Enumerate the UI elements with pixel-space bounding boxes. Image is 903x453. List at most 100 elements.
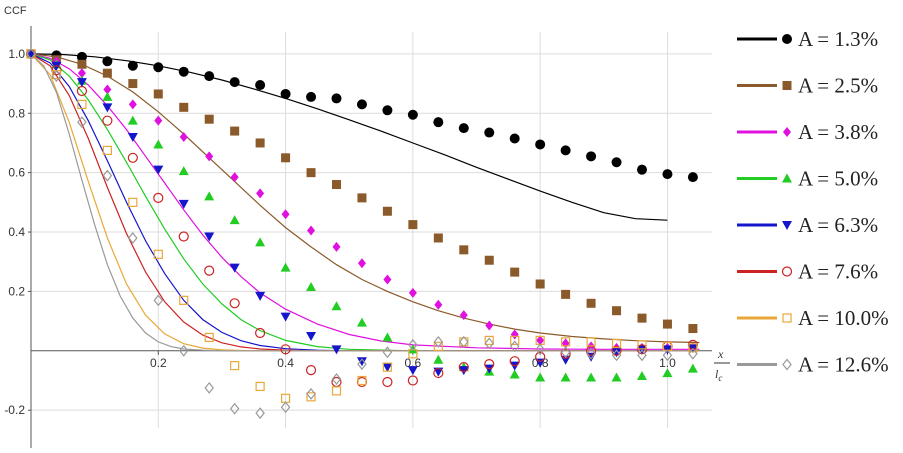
legend-marker [782,221,792,230]
grid-layer [31,32,712,428]
series-point-3 [103,84,112,95]
series-point-7 [586,337,596,347]
series-point-4 [509,369,520,379]
series-point-1 [535,139,546,150]
series-point-2 [586,298,596,308]
series-point-1 [484,127,495,138]
series-point-7 [255,381,265,392]
y-tick-label: 0.6 [8,166,25,180]
series-curve-4 [30,53,700,352]
series-point-7 [153,249,163,259]
points-layer [25,47,699,420]
series-point-8 [128,232,138,244]
series-curve-8 [30,53,700,352]
series-point-5 [178,199,189,209]
series-point-8 [586,347,596,360]
series-point-6 [382,376,393,388]
series-point-6 [611,345,622,356]
series-point-1 [76,51,87,62]
legend-label: A = 1.3% [798,27,878,51]
series-point-8 [306,387,316,400]
curves-layer [30,53,700,352]
series-point-8 [102,169,113,182]
series-point-8 [459,335,469,348]
series-point-6 [305,365,317,376]
series-point-8 [331,373,342,385]
series-point-6 [76,85,88,97]
y-axis-label: CCF [4,5,27,17]
series-point-5 [229,263,240,273]
x-axis-label-denominator: lc [715,367,722,383]
series-point-2 [357,193,367,203]
legend-item-4: A = 5.0% [737,167,878,191]
series-point-3 [205,151,214,162]
y-tick-label: -0.2 [4,403,25,417]
series-point-7 [204,332,214,343]
series-point-7 [331,386,342,396]
series-point-6 [204,265,215,276]
series-point-4 [306,281,317,291]
series-point-1 [407,109,418,120]
legend-item-1: A = 1.3% [737,27,878,51]
series-point-8 [611,349,622,362]
series-point-2 [433,233,443,243]
series-point-4 [433,354,444,364]
labels-layer: CCF x lc [4,5,730,383]
series-point-7 [611,338,622,348]
series-point-8 [535,343,545,356]
series-point-2 [306,168,316,178]
legend-marker [782,173,792,183]
series-point-1 [662,169,673,180]
series-point-2 [230,126,240,136]
series-point-2 [382,206,392,216]
series-point-5 [280,312,291,322]
series-point-2 [637,313,647,323]
series-point-6 [127,152,138,163]
series-point-5 [306,331,317,341]
series-point-3 [383,274,392,285]
series-point-1 [153,62,164,73]
series-point-6 [560,348,571,359]
legend-item-7: A = 10.0% [737,306,889,330]
series-point-8 [229,402,240,415]
series-point-3 [510,329,519,340]
series-point-1 [611,157,622,168]
series-point-4 [178,166,189,176]
series-point-4 [255,237,266,247]
series-point-5 [153,165,164,175]
series-point-7 [77,99,87,109]
legend-item-5: A = 6.3% [737,213,878,237]
series-point-3 [332,241,341,252]
series-point-4 [611,372,622,382]
series-point-1 [255,80,266,91]
x-tick-label: 0.4 [277,356,294,370]
series-point-2 [612,306,622,316]
series-point-3 [485,320,494,331]
series-point-7 [459,337,469,347]
series-point-1 [102,56,113,67]
series-point-6 [178,231,189,242]
series-point-2 [77,59,87,69]
series-point-1 [636,164,647,175]
series-point-2 [128,79,138,89]
legend-label: A = 7.6% [798,260,878,284]
legend-marker [782,313,792,323]
legend-marker [783,127,791,137]
series-point-6 [280,344,291,355]
series-point-5 [255,291,266,301]
series-point-8 [77,116,87,129]
series-point-4 [586,372,597,382]
series-point-7 [637,340,647,350]
series-point-5 [204,232,215,242]
series-point-8 [204,381,214,394]
series-point-3 [434,299,443,310]
legend-marker [782,34,792,44]
series-point-2 [662,319,672,329]
series-point-5 [382,363,393,373]
series-point-7 [128,197,138,207]
series-point-7 [484,335,494,346]
series-point-7 [306,392,316,402]
legend-marker [782,81,792,90]
series-point-4 [636,371,647,381]
